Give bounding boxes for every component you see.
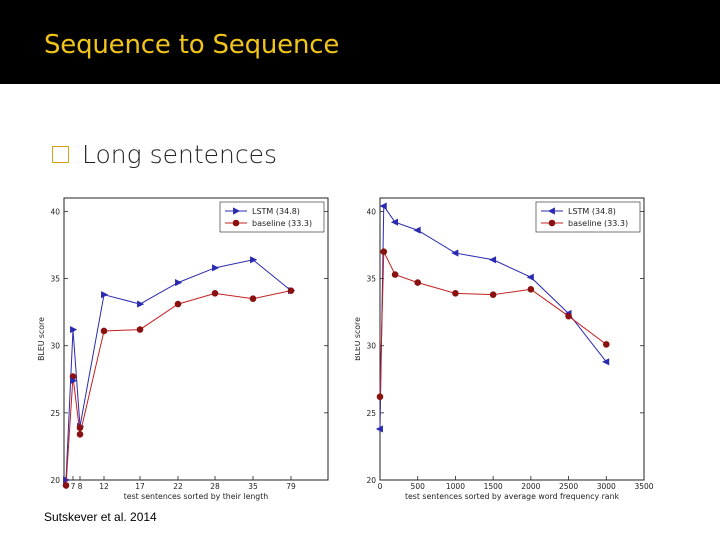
data-point — [602, 341, 610, 348]
legend-box — [219, 201, 325, 233]
x-tick-label: 500 — [411, 482, 426, 491]
data-point — [489, 291, 497, 298]
x-tick-label: 35 — [248, 482, 258, 491]
data-point — [76, 424, 84, 431]
data-point — [175, 279, 183, 287]
data-point — [70, 377, 78, 385]
x-tick-label: 7 — [71, 482, 76, 491]
data-point — [137, 300, 145, 308]
plot-frame — [63, 197, 329, 481]
data-point — [70, 326, 78, 334]
y-tick-label: 30 — [50, 342, 60, 351]
x-axis-label: test sentences sorted by their length — [124, 492, 269, 501]
data-point — [379, 202, 387, 210]
data-point — [526, 273, 534, 281]
title-bar: Sequence to Sequence — [0, 0, 720, 84]
data-point — [565, 312, 572, 320]
bullet-text: Long sentences — [82, 139, 278, 169]
y-tick-label: 25 — [50, 409, 60, 418]
data-point — [452, 290, 459, 297]
data-point — [287, 287, 295, 294]
x-tick-label: 1000 — [446, 482, 465, 491]
data-point — [376, 393, 384, 401]
legend-label: LSTM (34.8) — [252, 207, 300, 216]
data-point — [212, 264, 220, 272]
y-tick-label: 40 — [366, 207, 376, 216]
legend-marker — [547, 207, 555, 215]
data-point — [100, 327, 108, 335]
legend-marker — [232, 219, 240, 227]
data-point — [174, 300, 182, 308]
bullet-item: Long sentences — [52, 138, 277, 170]
data-point — [414, 279, 422, 286]
y-tick-label: 20 — [366, 476, 376, 485]
legend-label: baseline (33.3) — [568, 219, 628, 228]
y-tick-label: 35 — [366, 275, 376, 284]
chart-bleu-by-word-frequency: 20 25 30 35 40 0 500 1000 1500 2000 2500 3000 3500 te… — [355, 197, 654, 501]
data-point — [602, 358, 610, 366]
citation: Sutskever et al. 2014 — [44, 510, 157, 524]
x-tick-label: 28 — [210, 482, 220, 491]
plot-frame — [379, 197, 645, 481]
x-axis-label: test sentences sorted by average word fr… — [405, 492, 620, 501]
data-point — [62, 482, 70, 489]
data-point — [250, 256, 258, 264]
chart-bleu-by-length: 2025303540478121722283579test sentences … — [38, 197, 329, 501]
data-point — [136, 326, 144, 333]
x-tick-label: 3000 — [597, 482, 616, 491]
data-point — [101, 291, 109, 299]
legend-label: LSTM (34.8) — [568, 207, 616, 216]
x-tick-label: 17 — [135, 482, 145, 491]
series-baseline — [62, 287, 295, 489]
legend-box — [535, 201, 641, 233]
x-tick-label: 3500 — [634, 482, 653, 491]
data-point — [527, 286, 535, 293]
legend-marker — [548, 219, 556, 227]
legend-label: baseline (33.3) — [252, 219, 312, 228]
x-tick-label: 8 — [78, 482, 83, 491]
data-point — [76, 431, 84, 438]
data-point — [413, 226, 421, 234]
y-axis-label: BLEU score — [355, 317, 362, 361]
data-point — [391, 271, 399, 278]
x-tick-label: 12 — [99, 482, 109, 491]
y-tick-label: 20 — [50, 476, 60, 485]
data-point — [380, 248, 388, 256]
legend: LSTM (34.8) baseline (33.3) — [535, 201, 641, 233]
x-tick-label: 2000 — [521, 482, 540, 491]
y-tick-label: 30 — [366, 342, 376, 351]
y-axis-label: BLEU score — [38, 317, 46, 361]
x-tick-label: 2500 — [559, 482, 578, 491]
x-tick-label: 22 — [173, 482, 183, 491]
data-point — [249, 295, 257, 303]
data-point — [390, 218, 399, 226]
data-point — [488, 256, 497, 264]
x-tick-label: 79 — [286, 482, 296, 491]
x-tick-label: 0 — [378, 482, 383, 491]
bullet-checkbox-icon — [52, 145, 69, 163]
legend-marker — [233, 207, 241, 215]
legend: LSTM (34.8) baseline (33.3) — [219, 201, 325, 233]
slide-title: Sequence to Sequence — [44, 30, 340, 60]
data-point — [375, 425, 383, 433]
y-tick-label: 25 — [366, 409, 376, 418]
y-tick-label: 35 — [50, 275, 60, 284]
series-baseline — [376, 248, 610, 401]
data-point — [211, 290, 219, 297]
y-tick-label: 40 — [50, 207, 60, 216]
x-tick-label: 1500 — [484, 482, 503, 491]
data-point — [451, 249, 459, 257]
